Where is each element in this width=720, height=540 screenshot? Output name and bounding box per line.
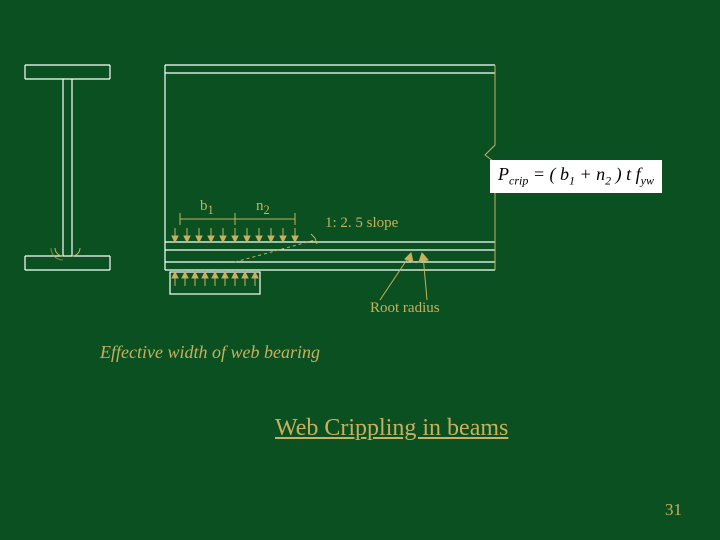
label-b1: b1: [200, 198, 214, 218]
page-number: 31: [665, 500, 682, 520]
formula: Pcrip = ( b1 + n2 ) t fyw: [490, 160, 662, 193]
load-arrows-down: [172, 228, 298, 242]
label-slope: 1: 2. 5 slope: [325, 215, 398, 232]
root-radius-pointer: [380, 253, 428, 300]
reaction-arrows-up: [172, 272, 258, 286]
caption: Effective width of web bearing: [100, 342, 320, 363]
label-root-radius: Root radius: [370, 300, 440, 317]
diagram-svg: [15, 50, 705, 350]
ibeam-section: [25, 65, 110, 270]
beam-side-view: [165, 65, 505, 270]
section-heading: Web Crippling in beams: [275, 415, 508, 442]
label-n2: n2: [256, 198, 270, 218]
